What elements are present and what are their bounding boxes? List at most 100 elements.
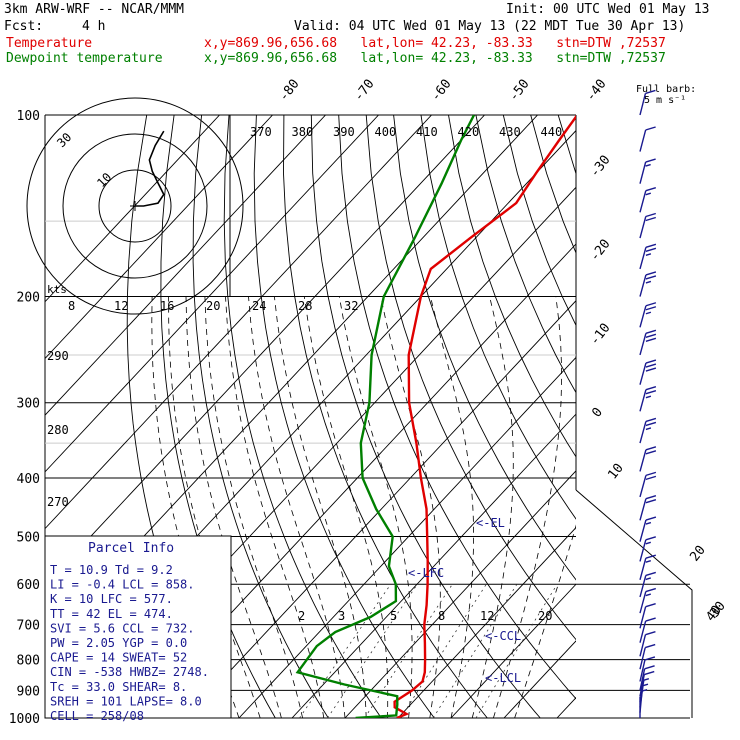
speed-label-28: 28 [298, 299, 312, 313]
barb-half [645, 560, 651, 563]
skew-boundary [575, 489, 693, 718]
pressure-label-600: 600 [17, 578, 40, 593]
speed-label-8: 8 [68, 299, 75, 313]
lfc-annotation: <-LFC [408, 566, 444, 580]
wind-barb-115 [639, 126, 656, 152]
temperature-location: x,y=869.96,656.68 lat,lon= 42.23, -83.33… [204, 36, 666, 51]
theta-label-420: 420 [458, 125, 480, 139]
dry-adiabat-310 [310, 115, 541, 718]
barb-shaft [639, 620, 647, 643]
moist-adiabat-12 [338, 296, 413, 718]
barb-half [645, 280, 652, 284]
hodograph: 30 10 kts [26, 97, 244, 315]
hodo-ring-label-10: 10 [94, 170, 114, 190]
wind-barbs [639, 89, 657, 718]
dry-adiabat-460 [723, 115, 740, 731]
isotherm-10 [397, 526, 576, 718]
wind-barb-750 [639, 617, 656, 643]
theta-label-410: 410 [416, 125, 438, 139]
barb-legend-line1: Full barb: [636, 84, 697, 95]
barb-full [645, 587, 656, 593]
barb-full [645, 571, 656, 577]
moist-adiabat-20 [430, 296, 475, 718]
pressure-label-500: 500 [17, 530, 40, 545]
isotherm-50 [610, 115, 740, 718]
moist-adiabat--4 [225, 296, 325, 718]
barb-full [645, 450, 657, 455]
isotherm-label--20: -20 [587, 237, 613, 265]
isotherm-label--40: -40 [583, 77, 609, 105]
isotherm-label-0: 0 [589, 405, 606, 420]
barb-full [645, 243, 657, 248]
moist-adiabat-0 [248, 296, 346, 718]
isotherm--130 [45, 115, 220, 303]
wind-barb-870 [639, 656, 656, 682]
barb-shaft [639, 539, 647, 562]
pressure-label-700: 700 [17, 619, 40, 634]
mixing-ratio-label-8: 8 [438, 609, 445, 623]
wind-barb-510 [639, 516, 657, 542]
barb-full [645, 446, 657, 451]
ccl-annotation: <-CCL [485, 629, 521, 643]
theta-label-390: 390 [333, 125, 355, 139]
barb-half [645, 521, 652, 525]
dry-adiabat-320 [338, 115, 576, 700]
barb-full [645, 367, 657, 372]
isotherm-label--30: -30 [587, 153, 613, 181]
wind-barb-630 [639, 571, 656, 598]
wind-barb-180 [639, 243, 657, 270]
barb-shaft [639, 305, 647, 328]
barb-half [645, 163, 651, 167]
pressure-label-800: 800 [17, 654, 40, 669]
moist-adiabat-8 [303, 296, 389, 718]
barb-full [645, 126, 656, 131]
barb-full [645, 158, 656, 163]
isotherm-label--70: -70 [351, 77, 377, 105]
parcel-info-box: Parcel Info T = 10.9 Td = 9.2LI = -0.4 LC… [44, 535, 232, 723]
barb-full [645, 275, 657, 280]
hodo-ring-10 [98, 169, 172, 243]
isotherm-30 [503, 640, 576, 718]
isotherm-0 [344, 470, 576, 718]
wind-barb-900 [639, 665, 655, 691]
dry-adiabat-390 [530, 115, 576, 255]
wind-barb-550 [639, 536, 656, 562]
isotherm-40 [556, 697, 576, 718]
moist-adiabat--16 [168, 296, 261, 718]
barb-shaft [639, 674, 645, 697]
theta-label-400: 400 [375, 125, 397, 139]
dry-adiabat-290 [253, 115, 435, 718]
parcel-row-0: T = 10.9 Td = 9.2 [50, 563, 173, 577]
pressure-label-1000: 1000 [9, 712, 40, 727]
wind-barb-940 [639, 678, 650, 702]
theta-label-380: 380 [292, 125, 314, 139]
barb-half [645, 395, 652, 399]
lcl-annotation: <-LCL [485, 671, 521, 685]
wind-barb-350 [639, 417, 657, 444]
barb-half [645, 577, 651, 581]
barb-shaft [639, 389, 647, 412]
dry-adiabat-360 [448, 115, 576, 458]
temperature-profile [393, 115, 576, 718]
dry-adiabat-420 [613, 115, 740, 731]
barb-full [645, 471, 657, 477]
forecast-label: Fcst: [4, 19, 44, 34]
barb-full [645, 386, 657, 391]
barb-shaft [639, 449, 647, 472]
sounding-profiles [295, 115, 576, 718]
barb-half [643, 678, 650, 681]
el-annotation: <-EL [476, 516, 505, 530]
isotherm--20 [238, 356, 576, 718]
wind-barb-710 [639, 603, 656, 629]
dry-adiabat-380 [502, 115, 576, 327]
parcel-row-2: K = 10 LFC = 577. [50, 592, 173, 606]
parcel-row-5: PW = 2.05 YGP = 0.0 [50, 636, 187, 650]
dry-adiabat-340 [393, 115, 576, 581]
barb-shaft [639, 634, 647, 657]
barb-shaft [639, 575, 647, 598]
speed-label-20: 20 [206, 299, 220, 313]
barb-shaft [639, 333, 647, 356]
barb-half [645, 541, 651, 545]
barb-full [645, 89, 656, 95]
